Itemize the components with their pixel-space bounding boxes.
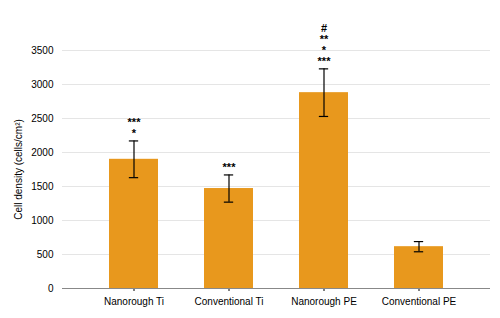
svg-text:*: * xyxy=(322,44,327,56)
svg-text:2500: 2500 xyxy=(31,113,54,124)
svg-text:Conventional Ti: Conventional Ti xyxy=(195,296,264,307)
svg-text:#: # xyxy=(321,22,327,34)
svg-text:Cell density (cells/cm²): Cell density (cells/cm²) xyxy=(13,119,24,220)
svg-text:3500: 3500 xyxy=(31,45,54,56)
svg-text:*: * xyxy=(132,127,137,139)
svg-text:1500: 1500 xyxy=(31,181,54,192)
svg-text:3000: 3000 xyxy=(31,79,54,90)
svg-text:**: ** xyxy=(320,33,329,45)
svg-text:1000: 1000 xyxy=(31,215,54,226)
svg-text:500: 500 xyxy=(37,249,54,260)
svg-text:***: *** xyxy=(128,116,142,128)
svg-text:Nanorough PE: Nanorough PE xyxy=(291,296,357,307)
svg-text:2000: 2000 xyxy=(31,147,54,158)
svg-text:Conventional PE: Conventional PE xyxy=(382,296,457,307)
svg-text:***: *** xyxy=(318,55,332,67)
svg-text:0: 0 xyxy=(48,283,54,294)
svg-text:***: *** xyxy=(223,161,237,173)
svg-text:Nanorough Ti: Nanorough Ti xyxy=(104,296,164,307)
